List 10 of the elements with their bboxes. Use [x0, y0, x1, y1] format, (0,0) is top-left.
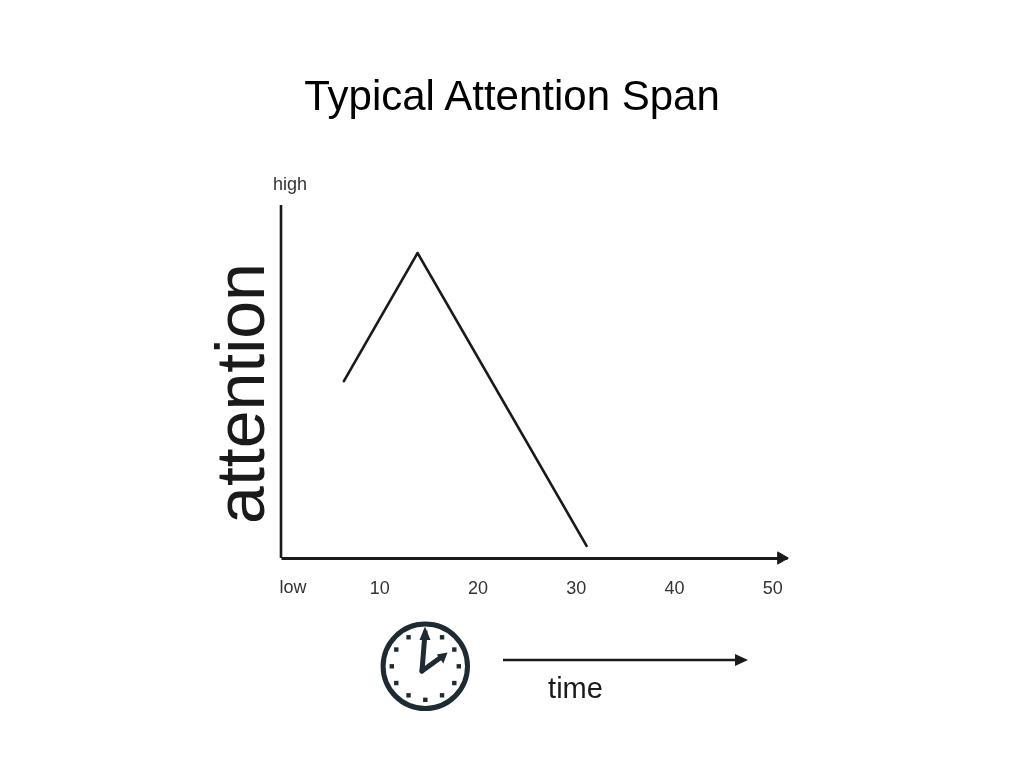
- x-tick-label: 10: [369, 577, 390, 598]
- x-tick-label: 50: [762, 577, 783, 598]
- x-tick-label: 20: [467, 577, 489, 598]
- x-tick-label: 30: [566, 577, 587, 598]
- x-axis-title: time: [548, 671, 603, 704]
- y-axis-title: attention: [201, 263, 278, 524]
- text: high: [272, 174, 308, 194]
- x-tick-label: 40: [664, 577, 685, 598]
- text: low: [279, 577, 308, 597]
- chart-title: Typical Attention Span: [303, 72, 721, 121]
